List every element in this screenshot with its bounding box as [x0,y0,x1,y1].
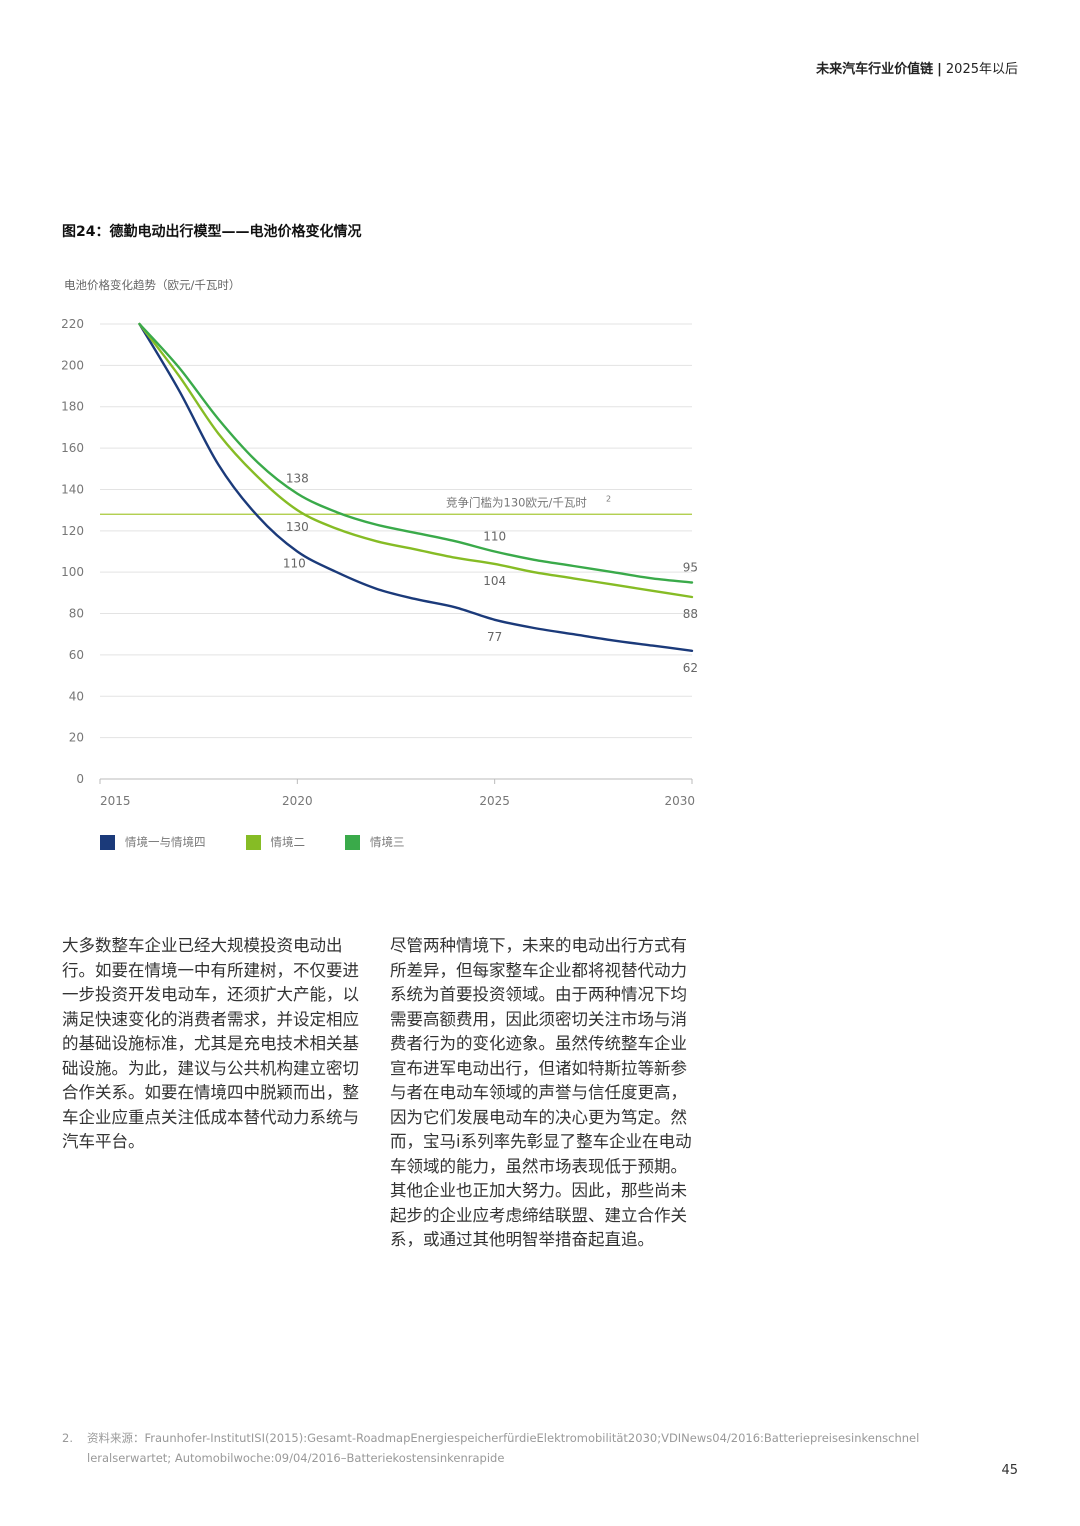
y-tick-label: 200 [61,358,84,372]
scenario-3-line [138,322,694,584]
figure-title: 图24：德勤电动出行模型——电池价格变化情况 [62,224,362,240]
y-tick-label: 60 [69,648,84,662]
data-label: 130 [286,520,309,534]
data-label: 138 [286,472,309,486]
y-axis-caption: 电池价格变化趋势（欧元/千瓦时） [64,278,241,292]
page-number: 45 [1001,1463,1018,1478]
data-label: 104 [483,574,506,588]
header-subtitle: 2025年以后 [945,62,1018,77]
x-tick-label: 2015 [100,794,131,808]
threshold-footnote-ref: 2 [606,494,611,503]
header-title: 未来汽车行业价值链 [816,62,934,77]
legend-item: 情境三 [345,834,405,850]
y-tick-label: 0 [76,772,84,786]
y-tick-label: 80 [69,607,84,621]
legend-swatch [345,834,360,850]
footnote-number: 2. [62,1431,73,1445]
legend-label: 情境二 [270,835,306,849]
chart-legend: 情境一与情境四 情境二 情境三 [100,834,405,850]
y-tick-label: 100 [61,565,84,579]
body-text-left: 大多数整车企业已经大规模投资电动出行。如要在情境一中有所建树，不仅要进一步投资开… [62,936,359,1151]
data-label: 62 [683,661,698,675]
footnote: 2. 资料来源：Fraunhofer-InstitutISI(2015):Ges… [62,1428,922,1468]
battery-price-chart: 0 20 40 60 80 100 120 140 160 180 200 220 2015 2020 20… [61,317,698,808]
data-label: 110 [283,557,306,571]
threshold-label: 竞争门槛为130欧元/千瓦时 [446,495,587,509]
scenario-1-4-line [138,322,694,652]
y-tick-label: 180 [61,400,84,414]
data-label: 110 [483,530,506,544]
legend-item: 情境二 [245,834,306,850]
y-tick-label: 140 [61,482,84,496]
scenario-2-line [138,322,694,599]
x-tick-label: 2025 [479,794,510,808]
x-tick-label: 2030 [664,794,695,808]
footnote-text: 资料来源：Fraunhofer-InstitutISI(2015):Gesamt… [87,1431,920,1465]
y-tick-label: 20 [69,731,84,745]
legend-item: 情境一与情境四 [100,834,206,850]
y-tick-label: 120 [61,524,84,538]
y-tick-label: 220 [61,317,84,331]
legend-label: 情境一与情境四 [125,835,206,849]
header-separator: | [937,62,942,77]
y-tick-label: 40 [69,689,84,703]
data-label: 77 [487,630,502,644]
data-label: 95 [683,561,698,575]
y-tick-label: 160 [61,441,84,455]
data-label: 88 [683,607,698,621]
legend-swatch [245,834,261,850]
legend-swatch [100,834,115,850]
body-text-right: 尽管两种情境下，未来的电动出行方式有所差异，但每家整车企业都将视替代动力系统为首… [390,936,692,1249]
legend-label: 情境三 [370,835,405,849]
running-header: 未来汽车行业价值链 | 2025年以后 [816,58,1018,77]
x-tick-label: 2020 [282,794,313,808]
